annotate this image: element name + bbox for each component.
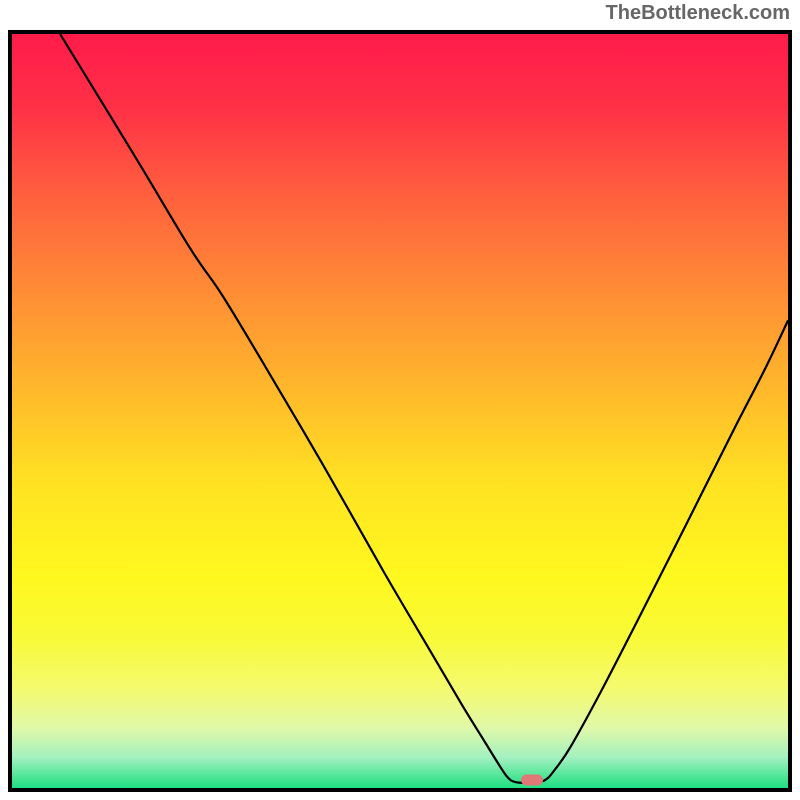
bottleneck-curve [12, 34, 788, 788]
chart-frame [8, 30, 792, 792]
watermark-text: TheBottleneck.com [606, 2, 790, 25]
optimal-marker [521, 775, 543, 786]
